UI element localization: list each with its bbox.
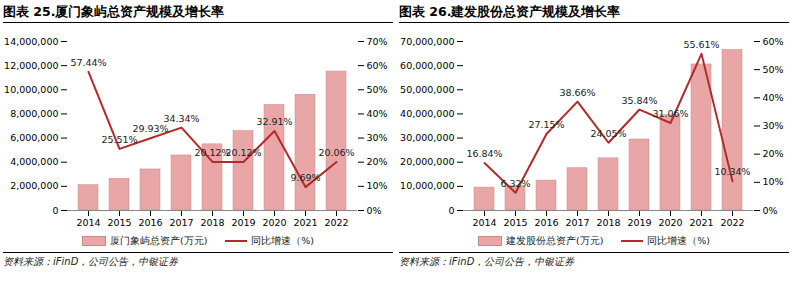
svg-text:31.06%: 31.06% — [652, 108, 688, 119]
svg-text:4,000,000: 4,000,000 — [10, 156, 58, 167]
html-text:资料来源：iFinD，公司公告，中银证券: 资料来源：iFinD，公司公告，中银证券 — [399, 256, 575, 267]
html-text:资料来源：iFinD，公司公告，中银证券: 资料来源：iFinD，公司公告，中银证券 — [3, 256, 179, 267]
svg-text:60,000,000: 60,000,000 — [400, 60, 454, 71]
svg-text:20.12%: 20.12% — [194, 147, 231, 158]
svg-text:60%: 60% — [367, 60, 388, 71]
svg-text:40,000,000: 40,000,000 — [400, 108, 454, 119]
svg-text:2017: 2017 — [169, 217, 193, 228]
html-text:同比增速（%): 同比增速（%) — [647, 234, 711, 246]
svg-text:40%: 40% — [763, 92, 784, 103]
svg-text:50,000,000: 50,000,000 — [400, 84, 454, 95]
svg-text:2019: 2019 — [627, 217, 651, 228]
svg-text:30%: 30% — [367, 132, 388, 143]
svg-text:2016: 2016 — [138, 217, 162, 228]
svg-text:70,000,000: 70,000,000 — [400, 36, 454, 47]
svg-text:30%: 30% — [763, 120, 784, 131]
svg-text:14,000,000: 14,000,000 — [4, 36, 58, 47]
svg-text:27.15%: 27.15% — [528, 119, 564, 130]
html-text:图表 25.厦门象屿总资产规模及增长率: 图表 25.厦门象屿总资产规模及增长率 — [3, 4, 225, 19]
svg-text:20%: 20% — [367, 156, 388, 167]
svg-text:55.61%: 55.61% — [683, 39, 719, 50]
svg-text:9.69%: 9.69% — [290, 172, 320, 183]
svg-text:2021: 2021 — [689, 217, 713, 228]
svg-text:10,000,000: 10,000,000 — [4, 84, 58, 95]
svg-text:10,000,000: 10,000,000 — [400, 180, 454, 191]
svg-text:2022: 2022 — [720, 217, 744, 228]
svg-text:40%: 40% — [367, 108, 388, 119]
svg-text:32.91%: 32.91% — [256, 116, 292, 127]
html-text:建发股份总资产(万元): 建发股份总资产(万元) — [505, 234, 604, 246]
svg-text:60%: 60% — [763, 36, 784, 47]
svg-text:2018: 2018 — [596, 217, 620, 228]
svg-text:2022: 2022 — [324, 217, 348, 228]
svg-text:2019: 2019 — [231, 217, 255, 228]
svg-text:20.06%: 20.06% — [318, 147, 354, 158]
html-text:厦门象屿总资产(万元): 厦门象屿总资产(万元) — [109, 234, 208, 246]
svg-text:29.93%: 29.93% — [132, 123, 168, 134]
svg-text:2015: 2015 — [503, 217, 527, 228]
svg-text:0%: 0% — [367, 205, 382, 216]
svg-text:24.05%: 24.05% — [590, 128, 626, 139]
html-text:同比增速（%): 同比增速（%) — [251, 234, 315, 246]
svg-text:2020: 2020 — [658, 217, 682, 228]
svg-text:2015: 2015 — [107, 217, 131, 228]
svg-text:20.12%: 20.12% — [225, 147, 261, 158]
svg-text:20,000,000: 20,000,000 — [400, 156, 454, 167]
svg-text:8,000,000: 8,000,000 — [10, 108, 58, 119]
svg-text:2017: 2017 — [565, 217, 589, 228]
svg-text:70%: 70% — [367, 36, 388, 47]
svg-text:6,000,000: 6,000,000 — [10, 132, 58, 143]
svg-text:0%: 0% — [763, 205, 778, 216]
svg-text:0: 0 — [52, 205, 58, 216]
svg-text:50%: 50% — [763, 64, 784, 75]
svg-text:2016: 2016 — [534, 217, 558, 228]
svg-text:6.32%: 6.32% — [500, 178, 530, 189]
svg-text:38.66%: 38.66% — [559, 87, 595, 98]
svg-text:2021: 2021 — [293, 217, 317, 228]
svg-text:34.34%: 34.34% — [163, 113, 199, 124]
svg-text:2014: 2014 — [472, 217, 496, 228]
svg-text:25.51%: 25.51% — [101, 134, 137, 145]
svg-text:35.84%: 35.84% — [621, 95, 657, 106]
svg-text:20%: 20% — [763, 148, 784, 159]
svg-text:2020: 2020 — [262, 217, 286, 228]
svg-text:10%: 10% — [367, 180, 388, 191]
svg-text:2,000,000: 2,000,000 — [10, 180, 58, 191]
html-text:图表 26.建发股份总资产规模及增长率: 图表 26.建发股份总资产规模及增长率 — [399, 4, 621, 19]
svg-text:57.44%: 57.44% — [70, 57, 106, 68]
svg-text:16.84%: 16.84% — [466, 148, 502, 159]
svg-text:12,000,000: 12,000,000 — [4, 60, 58, 71]
svg-text:2014: 2014 — [76, 217, 100, 228]
svg-text:0: 0 — [448, 205, 454, 216]
svg-text:10%: 10% — [763, 176, 784, 187]
svg-text:50%: 50% — [367, 84, 388, 95]
svg-text:30,000,000: 30,000,000 — [400, 132, 454, 143]
svg-text:2018: 2018 — [200, 217, 224, 228]
svg-text:10.34%: 10.34% — [714, 166, 750, 177]
